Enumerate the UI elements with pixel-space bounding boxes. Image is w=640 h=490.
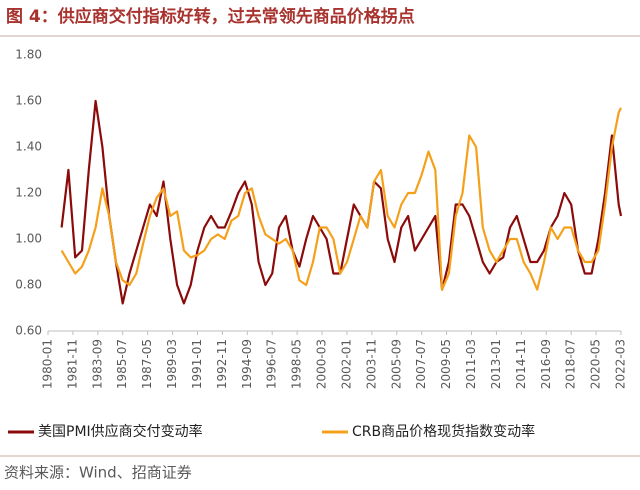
x-tick-label: 2000-03: [315, 339, 329, 389]
x-tick-label: 2013-01: [489, 339, 503, 389]
x-tick-label: 2022-03: [614, 339, 628, 389]
x-tick-label: 2009-05: [439, 339, 453, 389]
x-tick-label: 1998-05: [290, 339, 304, 389]
series-line: [60, 99, 623, 305]
y-tick-label: 1.00: [15, 232, 42, 246]
x-tick-label: 2011-03: [464, 339, 478, 389]
legend-label: CRB商品价格现货指数变动率: [352, 423, 535, 440]
y-tick-label: 1.60: [15, 94, 42, 108]
x-tick-label: 2007-07: [414, 339, 428, 389]
x-tick-label: 1991-01: [190, 339, 204, 389]
x-tick-label: 2016-09: [539, 339, 553, 389]
x-tick-label: 2018-07: [564, 339, 578, 389]
y-tick-label: 1.20: [15, 186, 42, 200]
series-line: [60, 107, 622, 291]
x-tick-label: 2014-11: [514, 339, 528, 389]
y-tick-label: 1.40: [15, 140, 42, 154]
source: 资料来源：Wind、招商证券: [4, 464, 192, 482]
x-tick-label: 1981-11: [65, 339, 79, 389]
x-tick-label: 1987-05: [140, 339, 154, 389]
x-tick-label: 1983-09: [90, 339, 104, 389]
y-tick-label: 0.80: [15, 278, 42, 292]
legend-label: 美国PMI供应商交付变动率: [38, 423, 203, 440]
x-tick-label: 2003-11: [364, 339, 378, 389]
x-tick-label: 2020-05: [589, 339, 603, 389]
y-tick-label: 1.80: [15, 48, 42, 62]
x-tick-label: 1994-09: [240, 339, 254, 389]
y-tick-label: 0.60: [15, 324, 42, 338]
x-tick-label: 2005-09: [389, 339, 403, 389]
x-tick-label: 1985-07: [115, 339, 129, 389]
x-tick-label: 1980-01: [41, 339, 55, 389]
x-tick-label: 1992-11: [215, 339, 229, 389]
x-tick-label: 1996-07: [265, 339, 279, 389]
x-tick-label: 1989-03: [165, 339, 179, 389]
x-tick-label: 2002-01: [339, 339, 353, 389]
chart-title: 图 4：供应商交付指标好转，过去常领先商品价格拐点: [6, 6, 415, 27]
